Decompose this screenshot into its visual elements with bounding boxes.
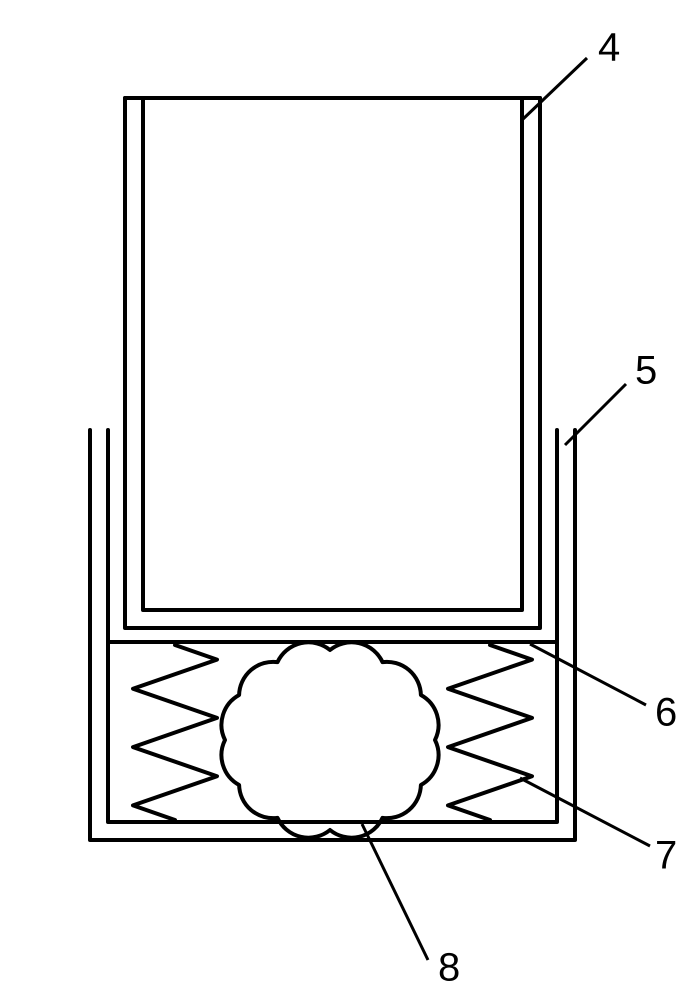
leader-line-8	[362, 824, 428, 960]
callout-label-4: 4	[598, 26, 620, 70]
cloud-shape	[221, 642, 438, 837]
inner-block-outer-wall	[125, 98, 540, 628]
leader-line-4	[522, 58, 587, 120]
leader-line-6	[530, 644, 646, 705]
leader-line-5	[565, 384, 626, 445]
callout-label-6: 6	[655, 691, 677, 735]
callout-label-8: 8	[438, 946, 460, 990]
spring-left	[133, 645, 217, 820]
callout-label-5: 5	[635, 349, 657, 393]
callout-label-7: 7	[655, 834, 677, 878]
leader-line-7	[520, 778, 650, 846]
inner-block-inner-wall	[143, 98, 522, 610]
spring-right	[448, 645, 532, 820]
outer-container-outer-wall	[90, 430, 575, 840]
